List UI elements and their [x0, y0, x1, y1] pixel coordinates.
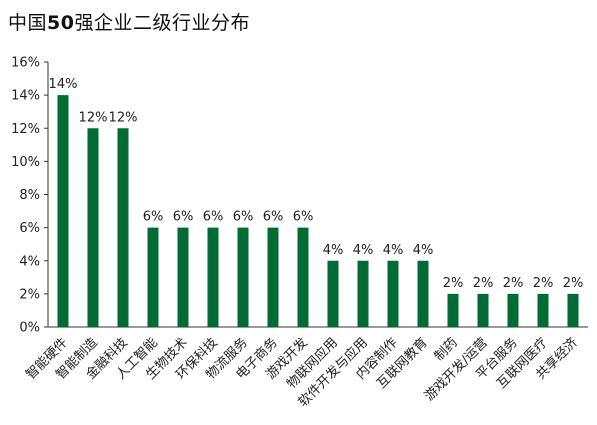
y-tick-label: 0%	[19, 321, 40, 336]
bar	[87, 128, 99, 327]
chart-title: 中国50强企业二级行业分布	[8, 8, 250, 35]
chart-title-number: 50	[47, 12, 75, 34]
bar	[537, 293, 549, 327]
bar	[447, 293, 459, 327]
bar	[177, 227, 189, 327]
y-tick-label: 2%	[19, 287, 40, 302]
bar	[207, 227, 219, 327]
chart-title-prefix: 中国	[8, 12, 48, 34]
bar	[117, 128, 129, 327]
bar	[567, 293, 579, 327]
chart-title-suffix: 强企业二级行业分布	[74, 12, 250, 34]
data-label: 6%	[263, 210, 284, 225]
data-label: 6%	[143, 210, 164, 225]
data-label: 14%	[49, 77, 78, 92]
data-label: 4%	[413, 243, 434, 258]
data-label: 2%	[503, 276, 524, 291]
data-label: 6%	[293, 210, 314, 225]
data-label: 2%	[443, 276, 464, 291]
y-tick-label: 16%	[11, 56, 40, 71]
bar	[327, 260, 339, 327]
data-label: 6%	[233, 210, 254, 225]
y-tick-label: 4%	[19, 254, 40, 269]
bar	[297, 227, 309, 327]
y-tick-label: 14%	[11, 89, 40, 104]
bar	[477, 293, 489, 327]
bar	[387, 260, 399, 327]
data-label: 12%	[79, 110, 108, 125]
data-label: 4%	[323, 243, 344, 258]
bar	[507, 293, 519, 327]
bar	[417, 260, 429, 327]
bar	[267, 227, 279, 327]
data-label: 6%	[203, 210, 224, 225]
y-tick-label: 6%	[19, 221, 40, 236]
y-tick-label: 12%	[11, 122, 40, 137]
data-label: 12%	[109, 110, 138, 125]
data-label: 4%	[353, 243, 374, 258]
bar	[147, 227, 159, 327]
y-tick-label: 8%	[19, 188, 40, 203]
bar	[237, 227, 249, 327]
data-label: 2%	[533, 276, 554, 291]
bar	[357, 260, 369, 327]
y-tick-label: 10%	[11, 155, 40, 170]
data-label: 2%	[473, 276, 494, 291]
data-label: 6%	[173, 210, 194, 225]
bar	[57, 95, 69, 327]
data-label: 4%	[383, 243, 404, 258]
data-label: 2%	[563, 276, 584, 291]
